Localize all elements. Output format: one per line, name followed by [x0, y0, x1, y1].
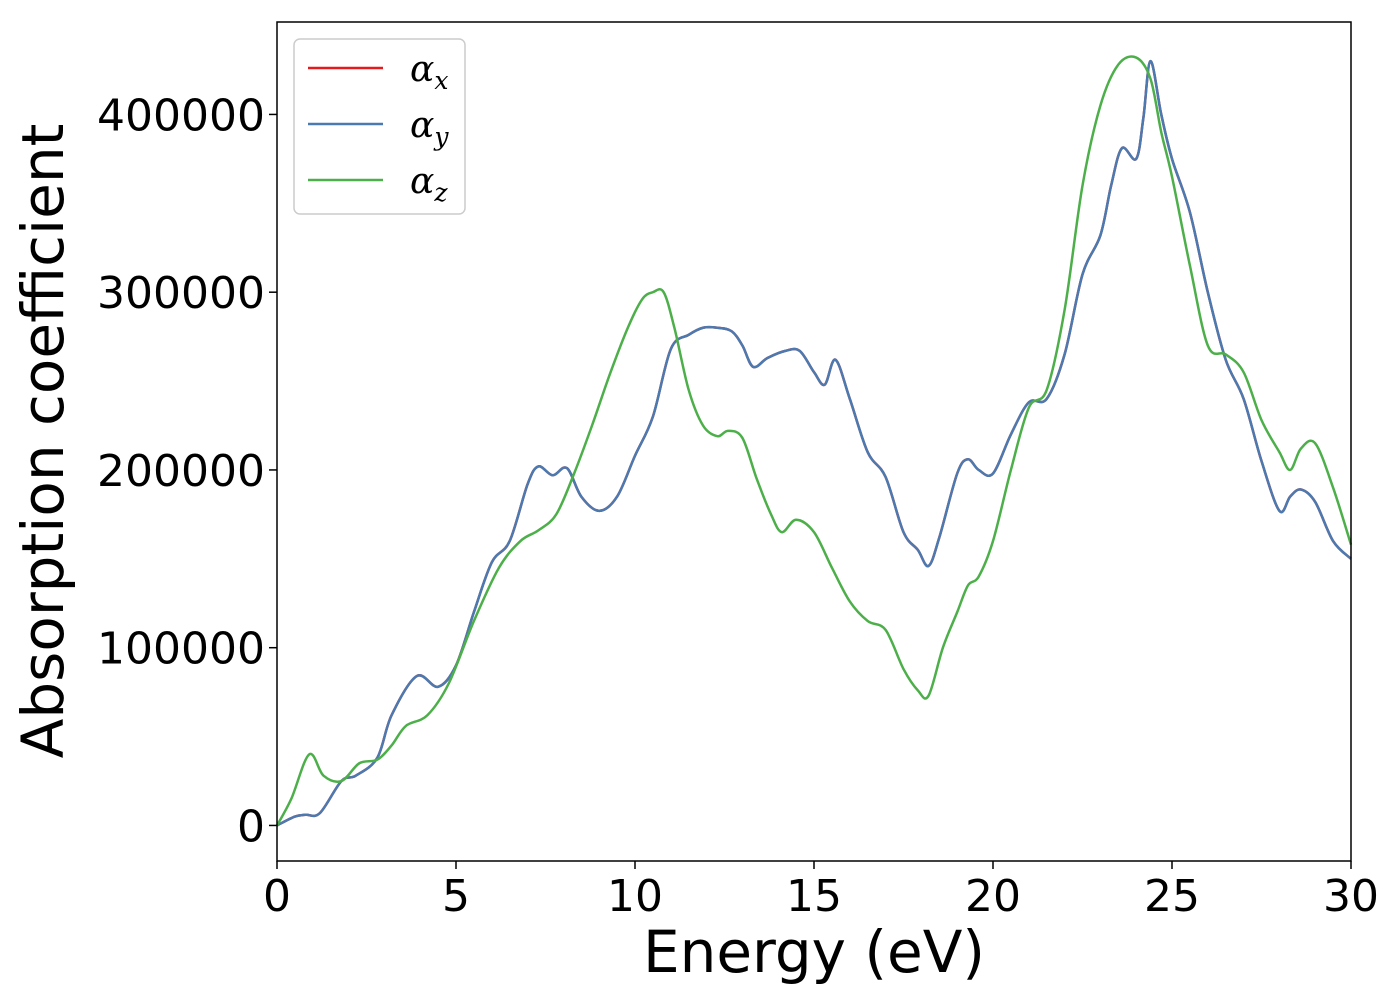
x-tick-label: 5	[442, 871, 470, 922]
x-axis-ticks: 0 5 10 15 20 25 30	[263, 861, 1379, 922]
x-tick-label: 20	[965, 871, 1021, 922]
legend-box	[293, 38, 466, 215]
y-tick-label: 0	[237, 801, 265, 852]
x-tick-label: 15	[786, 871, 842, 922]
x-tick-label: 25	[1144, 871, 1200, 922]
legend-label-y: αy	[410, 105, 449, 151]
x-tick-label: 0	[263, 871, 291, 922]
y-tick-label: 100000	[97, 624, 265, 675]
x-axis-label: Energy (eV)	[643, 918, 985, 986]
series-line-z	[275, 55, 1353, 827]
x-tick-label: 30	[1323, 871, 1379, 922]
x-tick-label: 10	[607, 871, 663, 922]
y-tick-label: 200000	[97, 446, 265, 497]
y-tick-label: 400000	[97, 90, 265, 141]
legend-label-x: αx	[410, 49, 448, 95]
series-line-y	[276, 59, 1352, 827]
y-tick-label: 300000	[97, 268, 265, 319]
plot-lines	[275, 55, 1353, 827]
y-axis-ticks: 0 100000 200000 300000 400000	[97, 90, 277, 852]
y-axis-label: Absorption coefficient	[9, 124, 77, 759]
